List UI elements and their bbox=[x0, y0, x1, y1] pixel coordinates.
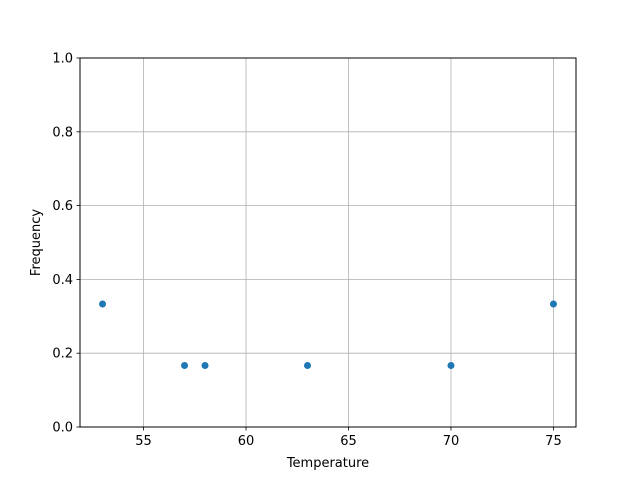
y-tick-label: 0.4 bbox=[52, 273, 73, 288]
x-tick-label: 55 bbox=[135, 434, 152, 449]
y-tick-label: 0.2 bbox=[52, 347, 73, 362]
y-tick-label: 0.6 bbox=[52, 199, 73, 214]
data-point bbox=[304, 361, 312, 369]
y-tick-label: 1.0 bbox=[52, 52, 73, 67]
x-axis-label: Temperature bbox=[286, 456, 369, 471]
y-axis-ticks: 0.0 0.2 0.4 0.6 0.8 1.0 bbox=[52, 52, 80, 436]
x-tick-label: 70 bbox=[443, 434, 460, 449]
data-points bbox=[99, 300, 557, 369]
y-tick-label: 0.8 bbox=[52, 125, 73, 140]
data-point bbox=[447, 361, 455, 369]
y-tick-label: 0.0 bbox=[52, 421, 73, 436]
data-point bbox=[99, 300, 107, 308]
y-axis-label: Frequency bbox=[29, 209, 44, 276]
data-point bbox=[549, 300, 557, 308]
x-tick-label: 75 bbox=[545, 434, 562, 449]
x-tick-label: 60 bbox=[238, 434, 255, 449]
x-tick-label: 65 bbox=[340, 434, 357, 449]
data-point bbox=[201, 361, 209, 369]
x-axis-ticks: 55 60 65 70 75 bbox=[135, 427, 562, 449]
plot-frame bbox=[79, 57, 577, 428]
data-point bbox=[181, 361, 189, 369]
